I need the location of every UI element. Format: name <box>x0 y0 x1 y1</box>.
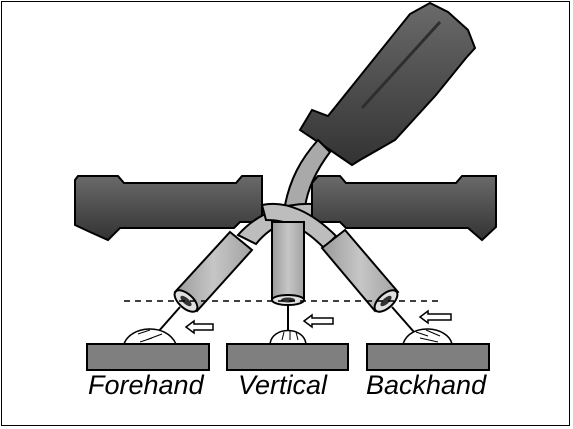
forehand-base-plate <box>86 343 210 371</box>
torch-handle-upper <box>298 1 477 167</box>
backhand-label: Backhand <box>366 370 487 400</box>
backhand-weld-puddle <box>401 328 453 345</box>
vertical-label: Vertical <box>238 370 328 400</box>
vertical-weld-puddle <box>269 329 307 345</box>
torch-handle-left <box>74 175 263 242</box>
backhand-nozzle <box>320 228 400 313</box>
backhand-base-plate <box>366 343 490 371</box>
vertical-base-plate <box>226 343 349 371</box>
forehand-weld-puddle <box>122 328 178 345</box>
forehand-label: Forehand <box>88 370 204 400</box>
forehand-electrode <box>157 306 181 333</box>
forehand-nozzle <box>173 230 254 313</box>
vertical-nozzle <box>271 221 305 306</box>
forehand-travel-arrow-icon <box>184 319 214 335</box>
torch-handle-right <box>311 175 497 242</box>
vertical-travel-arrow-icon <box>302 313 334 329</box>
backhand-electrode <box>391 306 415 333</box>
backhand-travel-arrow-icon <box>418 309 452 325</box>
